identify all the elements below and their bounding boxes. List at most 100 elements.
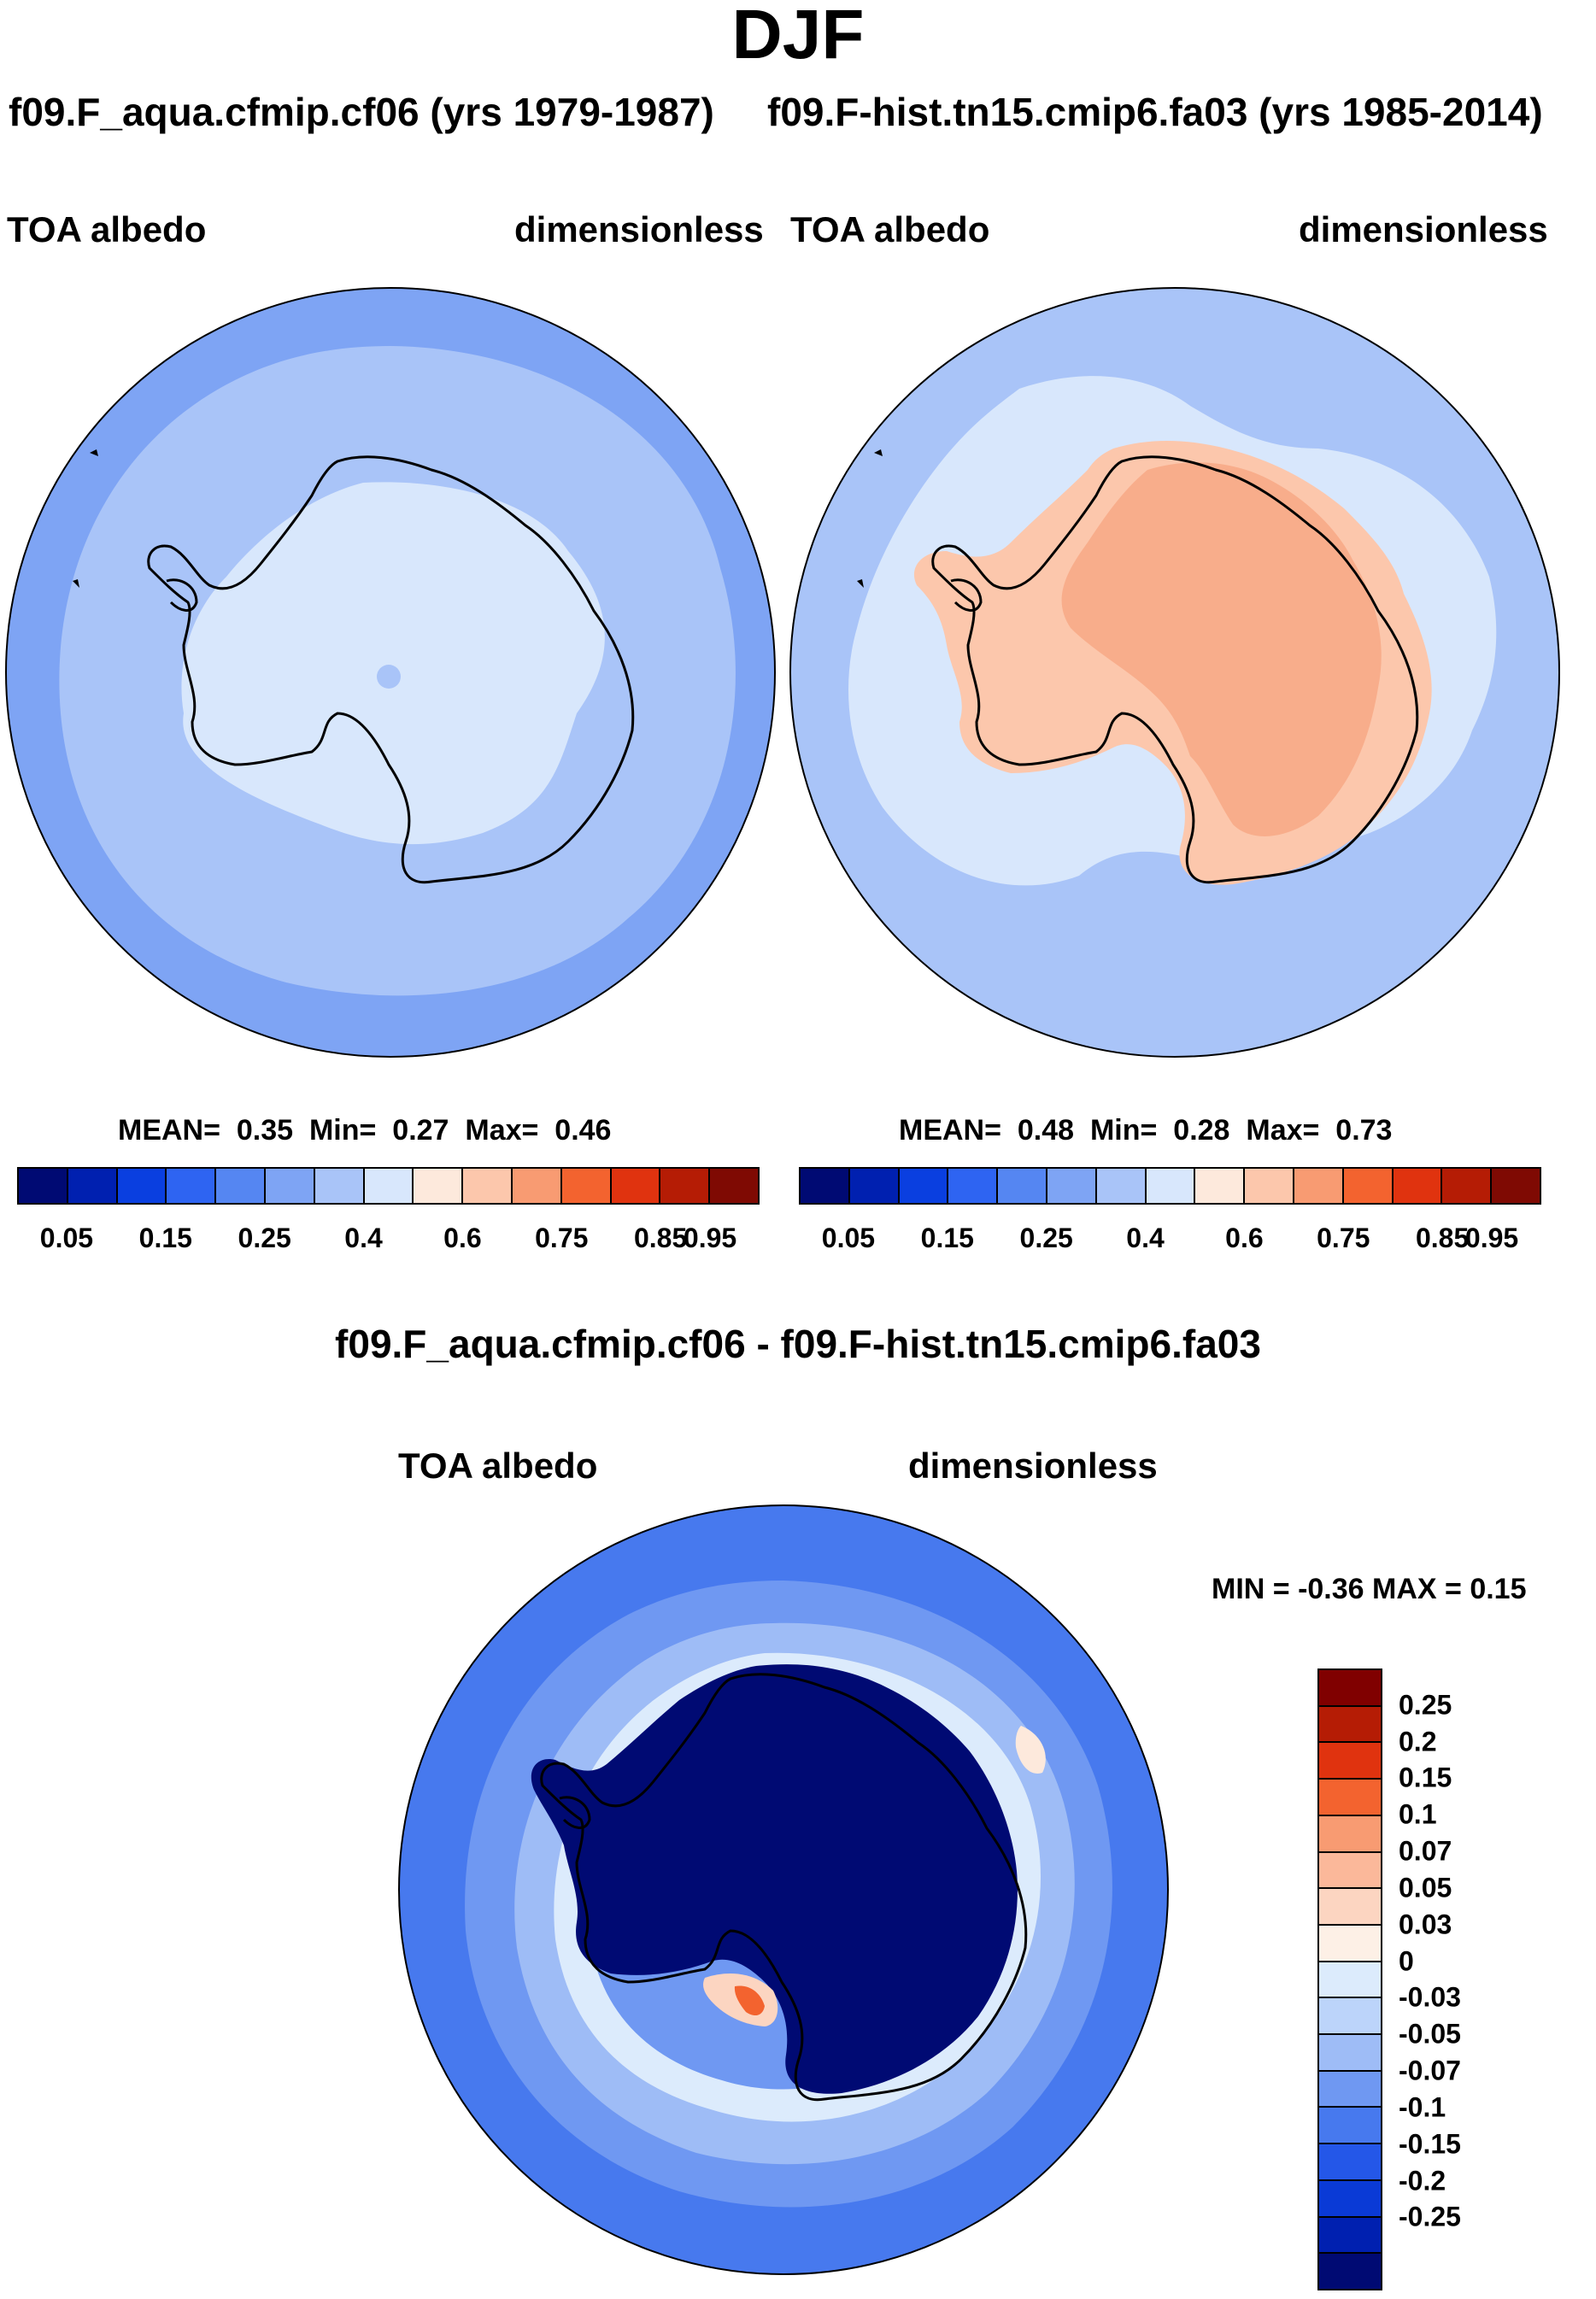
colorbar-swatch bbox=[1393, 1169, 1443, 1203]
ring-inner bbox=[181, 482, 605, 845]
colorbar-tick-label: -0.15 bbox=[1399, 2128, 1461, 2160]
pole-patch bbox=[377, 665, 401, 689]
colorbar-swatch bbox=[1319, 1706, 1381, 1744]
colorbar-swatch bbox=[948, 1169, 999, 1203]
colorbar-tick-label: 0.05 bbox=[1399, 1872, 1452, 1903]
colorbar-swatch bbox=[1319, 1925, 1381, 1962]
colorbar-swatch bbox=[1319, 1852, 1381, 1890]
colorbar-swatch bbox=[1319, 2217, 1381, 2255]
colorbar-swatch bbox=[849, 1169, 900, 1203]
colorbar-tick-label: -0.1 bbox=[1399, 2091, 1446, 2123]
colorbar-tick-label: 0.15 bbox=[1399, 1762, 1452, 1793]
right-units: dimensionless bbox=[1299, 209, 1548, 249]
colorbar-tick-label: -0.2 bbox=[1399, 2165, 1446, 2196]
coastline bbox=[931, 455, 1419, 884]
colorbar-swatch bbox=[1096, 1169, 1147, 1203]
colorbar-tick-label: 0 bbox=[1399, 1945, 1414, 1977]
right-case-title: f09.F-hist.tn15.cmip6.fa03 (yrs 1985-201… bbox=[767, 90, 1543, 134]
colorbar-tick-label: 0.95 bbox=[683, 1223, 737, 1253]
colorbar-tick-label: -0.03 bbox=[1399, 1981, 1461, 2013]
coastline bbox=[540, 1673, 1028, 2102]
colorbar-tick-label: -0.05 bbox=[1399, 2018, 1461, 2050]
colorbar-swatch bbox=[801, 1169, 850, 1203]
colorbar-swatch bbox=[1319, 2180, 1381, 2218]
colorbar-swatch bbox=[1343, 1169, 1394, 1203]
colorbar-swatch bbox=[561, 1169, 612, 1203]
colorbar-swatch bbox=[1442, 1169, 1493, 1203]
colorbar-swatch bbox=[1319, 2035, 1381, 2072]
colorbar-swatch bbox=[1319, 2144, 1381, 2181]
difference-minmax: MIN = -0.36 MAX = 0.15 bbox=[1212, 1573, 1527, 1605]
colorbar-tick-label: 0.85 bbox=[1415, 1223, 1470, 1253]
colorbar-swatch bbox=[1319, 2108, 1381, 2145]
colorbar-tick-label: 0.6 bbox=[443, 1223, 482, 1253]
diff-land-deep bbox=[531, 1664, 1018, 2094]
colorbar-tick-label: 0.25 bbox=[238, 1223, 291, 1253]
colorbar-swatch bbox=[1294, 1169, 1344, 1203]
colorbar-tick-label: 0.25 bbox=[1019, 1223, 1073, 1253]
colorbar-tick-label: 0.6 bbox=[1225, 1223, 1264, 1253]
colorbar-tick-label: 0.75 bbox=[535, 1223, 589, 1253]
colorbar-swatch bbox=[216, 1169, 266, 1203]
colorbar-swatch bbox=[1319, 1815, 1381, 1853]
left-colorbar bbox=[17, 1167, 760, 1205]
colorbar-tick-label: 0.2 bbox=[1399, 1726, 1437, 1757]
coastline bbox=[147, 455, 635, 884]
colorbar-swatch bbox=[512, 1169, 562, 1203]
difference-units: dimensionless bbox=[908, 1446, 1158, 1486]
colorbar-swatch bbox=[314, 1169, 365, 1203]
difference-field-name: TOA albedo bbox=[398, 1446, 598, 1486]
left-stats: MEAN= 0.35 Min= 0.27 Max= 0.46 bbox=[118, 1114, 612, 1147]
difference-polar-map bbox=[398, 1504, 1169, 2275]
colorbar-tick-label: 0.05 bbox=[39, 1223, 94, 1253]
colorbar-swatch bbox=[1319, 1962, 1381, 1999]
albedo-high bbox=[1061, 462, 1382, 836]
colorbar-swatch bbox=[1319, 1780, 1381, 1816]
colorbar-tick-label: 0.1 bbox=[1399, 1798, 1437, 1830]
colorbar-tick-label: 0.25 bbox=[1399, 1689, 1452, 1721]
colorbar-tick-label: -0.07 bbox=[1399, 2055, 1461, 2086]
left-field-name: TOA albedo bbox=[7, 209, 207, 249]
colorbar-tick-label: 0.03 bbox=[1399, 1909, 1452, 1940]
colorbar-swatch bbox=[463, 1169, 513, 1203]
colorbar-tick-label: 0.4 bbox=[344, 1223, 383, 1253]
colorbar-swatch bbox=[1319, 1998, 1381, 2036]
colorbar-swatch bbox=[1047, 1169, 1097, 1203]
peninsula-tip bbox=[166, 578, 198, 612]
colorbar-swatch bbox=[998, 1169, 1047, 1203]
colorbar-swatch bbox=[1146, 1169, 1196, 1203]
colorbar-swatch bbox=[167, 1169, 217, 1203]
colorbar-swatch bbox=[364, 1169, 414, 1203]
right-stats: MEAN= 0.48 Min= 0.28 Max= 0.73 bbox=[899, 1114, 1393, 1147]
colorbar-swatch bbox=[1319, 2254, 1381, 2289]
left-units: dimensionless bbox=[514, 209, 764, 249]
right-polar-map bbox=[789, 287, 1560, 1058]
diff-east-warm bbox=[1015, 1726, 1046, 1774]
peninsula-tip bbox=[950, 578, 983, 612]
colorbar-swatch bbox=[1319, 1670, 1381, 1707]
left-case-title: f09.F_aqua.cfmip.cf06 (yrs 1979-1987) bbox=[9, 90, 714, 134]
colorbar-tick-label: -0.25 bbox=[1399, 2201, 1461, 2232]
colorbar-swatch bbox=[1319, 2071, 1381, 2108]
colorbar-tick-label: 0.85 bbox=[633, 1223, 688, 1253]
colorbar-swatch bbox=[1195, 1169, 1246, 1203]
right-colorbar bbox=[799, 1167, 1541, 1205]
colorbar-swatch bbox=[1492, 1169, 1540, 1203]
colorbar-swatch bbox=[414, 1169, 464, 1203]
colorbar-swatch bbox=[265, 1169, 315, 1203]
colorbar-swatch bbox=[19, 1169, 68, 1203]
colorbar-tick-label: 0.95 bbox=[1464, 1223, 1519, 1253]
colorbar-swatch bbox=[1245, 1169, 1294, 1203]
colorbar-swatch bbox=[660, 1169, 711, 1203]
colorbar-tick-label: 0.4 bbox=[1126, 1223, 1165, 1253]
colorbar-swatch bbox=[1319, 1889, 1381, 1926]
colorbar-tick-label: 0.07 bbox=[1399, 1835, 1452, 1867]
left-polar-map bbox=[5, 287, 776, 1058]
colorbar-swatch bbox=[710, 1169, 758, 1203]
diff-ross-hot bbox=[734, 1985, 765, 2016]
colorbar-swatch bbox=[67, 1169, 118, 1203]
right-field-name: TOA albedo bbox=[790, 209, 990, 249]
colorbar-tick-label: 0.05 bbox=[821, 1223, 876, 1253]
colorbar-swatch bbox=[611, 1169, 661, 1203]
colorbar-tick-label: 0.15 bbox=[920, 1223, 974, 1253]
